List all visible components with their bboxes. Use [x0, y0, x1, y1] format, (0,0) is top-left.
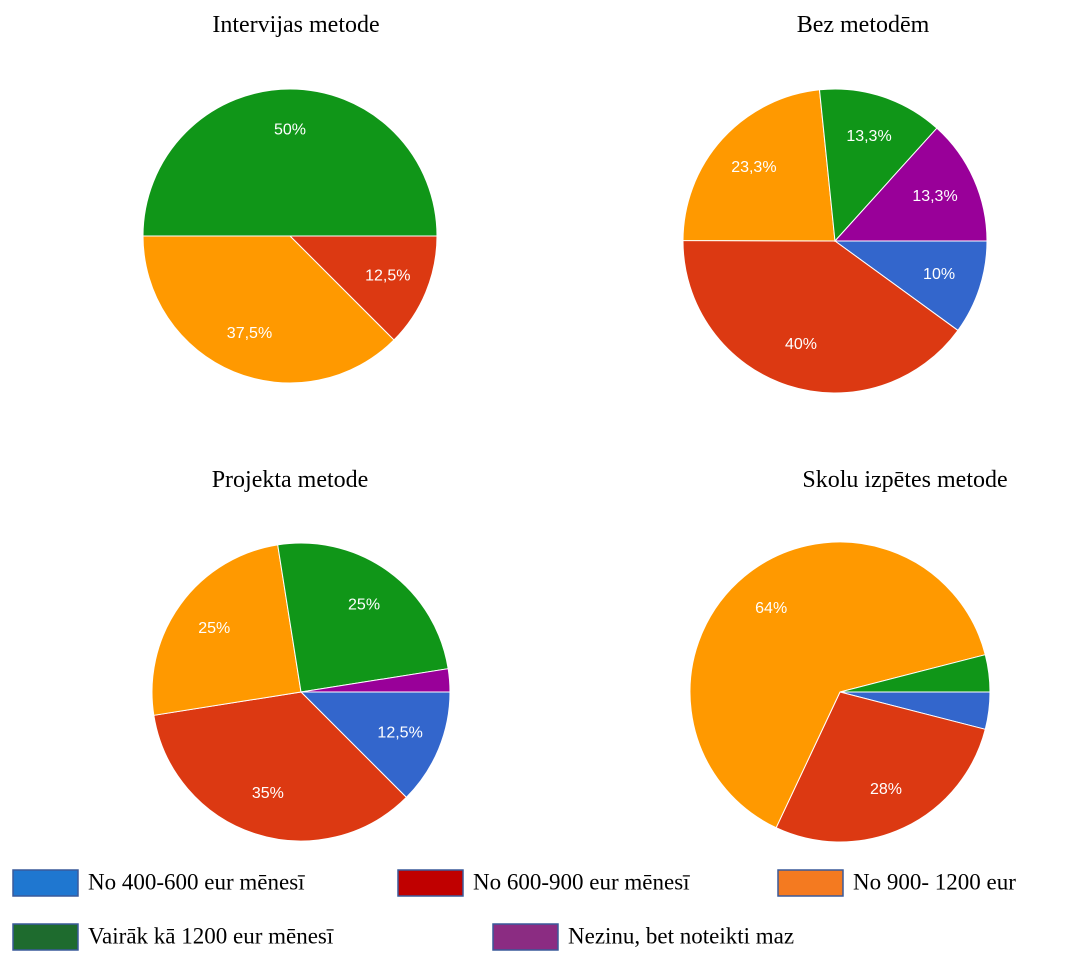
chart-title: Intervijas metode	[212, 12, 379, 38]
slice-label: 13,3%	[912, 188, 957, 205]
slice-label: 25%	[348, 596, 380, 613]
pie-slice	[153, 691, 408, 842]
slice-label: 28%	[870, 781, 902, 798]
slice-label: 50%	[274, 121, 306, 138]
legend-label: No 400-600 eur mēnesī	[88, 869, 305, 894]
pie-slice	[682, 240, 959, 394]
pie-slice	[300, 668, 451, 693]
legend-swatch	[12, 869, 79, 897]
slice-label: 12,5%	[365, 268, 410, 285]
slice-label: 12,5%	[377, 724, 422, 741]
legend-label: No 900- 1200 eur	[853, 869, 1016, 894]
legend-swatch	[777, 869, 844, 897]
legend-label: Nezinu, bet noteikti maz	[568, 923, 794, 948]
slice-label: 13,3%	[846, 128, 891, 145]
pie-slice	[151, 544, 302, 716]
pie-slice	[142, 88, 438, 237]
pie-slice	[277, 542, 449, 693]
legend-swatch	[492, 923, 559, 951]
legend-label: Vairāk kā 1200 eur mēnesī	[88, 923, 334, 948]
pie-slice	[833, 127, 988, 242]
pie-slice	[775, 691, 986, 843]
pie-slice	[142, 235, 395, 384]
legend-swatch	[397, 869, 464, 897]
slice-label: 35%	[252, 785, 284, 802]
pie-slice	[288, 235, 438, 341]
slice-label: 23,3%	[731, 159, 776, 176]
slice-label: 37,5%	[227, 325, 272, 342]
legend-label: No 600-900 eur mēnesī	[473, 869, 690, 894]
slice-label: 10%	[923, 266, 955, 283]
pie-slice	[682, 89, 836, 242]
pie-slice	[818, 88, 938, 243]
slice-label: 25%	[198, 620, 230, 637]
legend-swatch	[12, 923, 79, 951]
pie-slice	[833, 240, 988, 332]
chart-title: Bez metodēm	[797, 12, 930, 38]
chart-title: Skolu izpētes metode	[802, 467, 1007, 493]
slice-label: 40%	[785, 336, 817, 353]
chart-title: Projekta metode	[212, 467, 369, 493]
pie-slice	[689, 541, 986, 829]
pie-slice	[299, 691, 451, 799]
pie-slice	[839, 654, 991, 693]
slice-label: 64%	[755, 600, 787, 617]
